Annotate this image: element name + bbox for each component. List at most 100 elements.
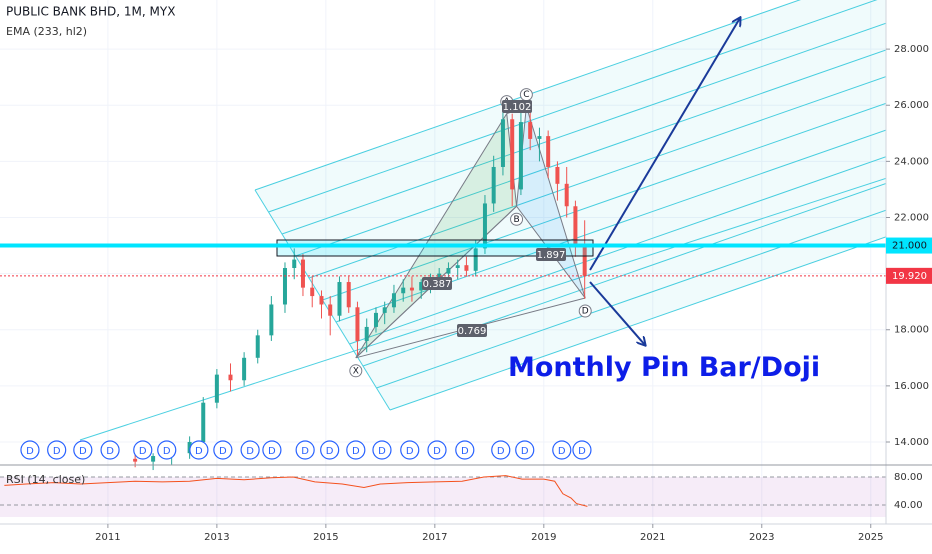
y-tick-label: 14.000: [894, 437, 929, 448]
dividend-marker: [100, 440, 120, 460]
channel-line: [389, 236, 886, 411]
pattern-point-label: C: [523, 90, 529, 100]
dividend-marker: [372, 440, 392, 460]
dividend-label: D: [433, 446, 441, 457]
dividend-marker: [491, 440, 511, 460]
pattern-point: [510, 212, 524, 226]
dividend-marker: [73, 440, 93, 460]
candle-body: [382, 307, 387, 313]
dividend-marker: [552, 440, 572, 460]
dividend-marker: [427, 440, 447, 460]
dividend-marker: [320, 440, 340, 460]
candle-body: [482, 203, 487, 249]
dividend-marker: [572, 440, 592, 460]
ratio-label: 0.769: [458, 326, 487, 337]
dividend-label: D: [497, 446, 505, 457]
x-tick-label: 2017: [422, 532, 447, 543]
x-tick-label: 2019: [531, 532, 556, 543]
ratio-box: [536, 248, 566, 261]
y-tick-label: 22.000: [894, 212, 929, 223]
candle-body: [214, 374, 219, 403]
channel-line: [376, 209, 886, 389]
ratio-box: [457, 324, 487, 337]
candle-body: [546, 136, 551, 167]
chart-title: PUBLIC BANK BHD, 1M, MYX: [6, 5, 175, 19]
candle-body: [364, 326, 369, 341]
chart-subtitle: EMA (233, hl2): [6, 25, 87, 38]
rsi-tick-label: 40.00: [894, 500, 923, 511]
pattern-point-label: B: [513, 215, 519, 225]
candle-body: [201, 402, 206, 442]
ratio-labels: 1.102 1.897 0.387 0.769: [422, 100, 566, 337]
channel-line: [349, 156, 886, 345]
y-tick-label: 26.000: [894, 100, 929, 111]
dividend-marker: [20, 440, 40, 460]
candle-body: [328, 304, 333, 316]
dividend-label: D: [558, 446, 566, 457]
candle-body: [391, 293, 396, 308]
candle-body: [473, 248, 478, 271]
candle-body: [401, 287, 406, 294]
pattern-point-label: X: [353, 366, 359, 376]
x-tick-label: 2025: [858, 532, 883, 543]
dividend-marker: [455, 440, 475, 460]
dividend-label: D: [195, 446, 203, 457]
dividend-label: D: [139, 446, 147, 457]
dividend-label: D: [521, 446, 529, 457]
dividend-label: D: [578, 446, 586, 457]
dividend-marker: [295, 440, 315, 460]
dividend-marker: [213, 440, 233, 460]
candle-body: [337, 282, 342, 316]
candle-body: [455, 265, 460, 268]
candle-body: [319, 296, 324, 305]
price-label-box: [886, 237, 932, 254]
x-tick-label: 2023: [749, 532, 774, 543]
x-tick-label: 2015: [313, 532, 338, 543]
channel-line: [268, 0, 878, 213]
overlay: 1.102 1.897 0.387 0.769 Monthly Pin Bar/…: [0, 18, 886, 383]
candle-body: [373, 312, 378, 327]
channel-line: [322, 102, 886, 301]
candle-body: [269, 304, 274, 336]
dividend-label: D: [378, 446, 386, 457]
candle-body: [582, 245, 587, 276]
candle-body: [518, 122, 523, 190]
candle-body: [564, 183, 569, 207]
pattern-point-label: D: [582, 307, 589, 317]
candles: [133, 108, 587, 471]
dividend-marker: [346, 440, 366, 460]
y-tick-label: 24.000: [894, 156, 929, 167]
x-tick-label: 2011: [95, 532, 120, 543]
dividend-marker: [189, 440, 209, 460]
candle-body: [437, 273, 442, 280]
dividend-label: D: [326, 446, 334, 457]
dividend-label: D: [79, 446, 87, 457]
candle-body: [409, 287, 414, 291]
candle-body: [133, 458, 138, 462]
pitchfork-channel: [79, 0, 886, 441]
ratio-label: 1.897: [537, 250, 566, 261]
candle-body: [292, 259, 297, 268]
y-tick-label: 18.000: [894, 325, 929, 336]
candle-body: [151, 456, 156, 462]
dividend-marker: [47, 440, 67, 460]
ratio-label: 1.102: [503, 102, 532, 113]
candle-body: [346, 282, 351, 308]
candle-body: [500, 119, 505, 167]
rsi-panel: [0, 475, 886, 517]
candle-body: [510, 119, 515, 190]
x-tick-label: 2021: [640, 532, 665, 543]
dividend-marker: [240, 440, 260, 460]
candle-body: [282, 267, 287, 305]
ratio-label: 0.387: [423, 279, 452, 290]
candle-body: [310, 287, 315, 297]
candle-body: [300, 259, 305, 288]
dividend-label: D: [246, 446, 254, 457]
dividend-label: D: [106, 446, 114, 457]
harmonic-pattern: XABCD: [349, 88, 592, 378]
dividend-label: D: [163, 446, 171, 457]
price-label: 19.920: [892, 271, 927, 282]
